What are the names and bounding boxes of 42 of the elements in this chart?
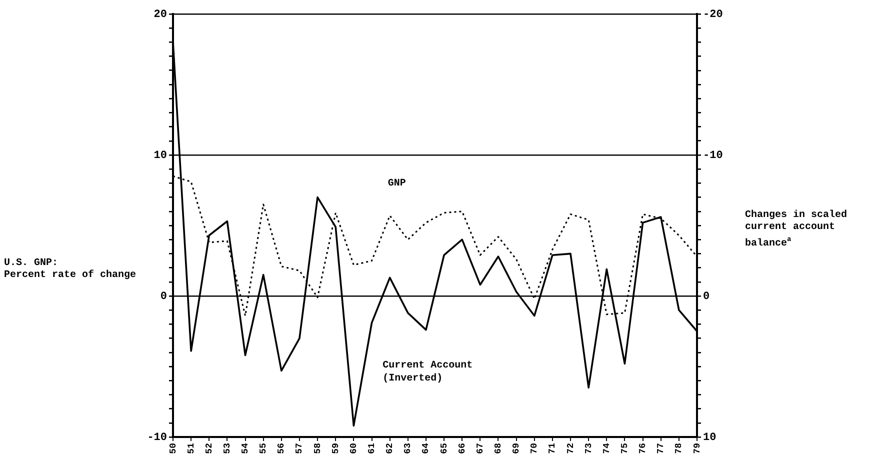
y-tick-label: 0 [160, 290, 167, 303]
x-tick-label: 60 [348, 443, 359, 454]
x-tick-label: 64 [421, 442, 432, 454]
x-tick-label: 63 [403, 443, 414, 454]
x-tick-label: 52 [204, 443, 214, 454]
x-tick-label: 79 [692, 443, 702, 454]
x-tick-label: 61 [367, 442, 378, 454]
y-tick-label: 10 [154, 150, 167, 162]
y2-tick-label: 0 [703, 290, 710, 303]
y-tick-label: 20 [154, 8, 167, 21]
x-tick-label: 70 [530, 443, 540, 454]
x-tick-label: 71 [548, 442, 558, 454]
x-tick-label: 57 [294, 443, 305, 454]
x-tick-label: 53 [222, 443, 232, 454]
x-tick-label: 56 [276, 443, 287, 454]
y2-tick-label: -20 [703, 8, 723, 21]
series-label: Current Account (Inverted) [382, 360, 473, 385]
y-tick-label: -10 [147, 432, 167, 444]
x-tick-label: 69 [512, 443, 522, 454]
x-tick-label: 66 [457, 443, 468, 454]
x-tick-label: 75 [620, 443, 630, 454]
x-tick-label: 62 [385, 443, 396, 454]
x-tick-label: 50 [168, 443, 178, 454]
y2-tick-label: 10 [703, 432, 716, 444]
y2-tick-label: -10 [703, 150, 723, 162]
x-tick-label: 68 [494, 443, 504, 454]
text: GNP [388, 178, 406, 190]
x-tick-label: 74 [602, 442, 612, 454]
x-tick-label: 76 [638, 443, 648, 454]
x-tick-label: 51 [186, 442, 196, 454]
x-tick-label: 65 [439, 443, 450, 454]
x-tick-label: 55 [258, 443, 269, 454]
x-tick-label: 58 [312, 443, 323, 454]
x-tick-label: 78 [674, 443, 684, 454]
x-tick-label: 77 [656, 443, 666, 454]
y-axis-title: U.S. GNP: Percent rate of change [4, 258, 136, 282]
x-tick-label: 54 [240, 442, 251, 454]
y2-axis-title: Changes in scaled current account balance$^{a}$ [745, 210, 848, 250]
x-tick-label: 72 [566, 443, 576, 454]
x-tick-label: 67 [475, 443, 486, 454]
x-tick-label: 73 [584, 443, 594, 454]
x-tick-label: 59 [330, 443, 341, 454]
